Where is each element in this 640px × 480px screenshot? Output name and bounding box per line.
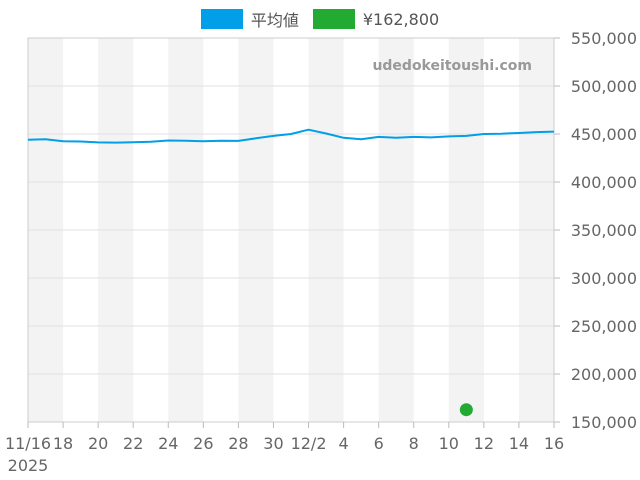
y-tick-label: 150,000 [571, 413, 637, 432]
data-point-average [271, 134, 275, 138]
y-tick-label: 500,000 [571, 77, 637, 96]
chart-series [26, 128, 556, 417]
legend-item-price[interactable]: ¥162,800 [312, 9, 440, 29]
x-tick-label: 20 [88, 434, 108, 453]
data-point-average [114, 141, 118, 145]
data-point-average [166, 139, 170, 143]
legend-swatch-average [200, 9, 243, 29]
y-axis-tick-labels: 150,000 200,000 250,000 300,000 350,000 400,0… [571, 29, 637, 432]
data-point-price [459, 403, 473, 417]
data-point-average [307, 128, 311, 132]
x-tick-label: 26 [193, 434, 213, 453]
y-tick-label: 200,000 [571, 365, 637, 384]
data-point-average [482, 132, 486, 136]
x-tick-label: 16 [544, 434, 564, 453]
x-tick-label: 11/16 [5, 434, 51, 453]
x-tick-label: 22 [123, 434, 143, 453]
data-point-average [324, 132, 328, 136]
legend-label-price: ¥162,800 [362, 9, 440, 29]
x-tick-label: 30 [263, 434, 283, 453]
data-point-average [377, 135, 381, 139]
data-point-average [359, 137, 363, 141]
data-point-average [79, 139, 83, 143]
data-point-average [201, 139, 205, 143]
watermark-text: udedokeitoushi.com [372, 58, 532, 74]
y-tick-label: 400,000 [571, 173, 637, 192]
x-tick-label: 18 [53, 434, 73, 453]
data-point-average [499, 132, 503, 136]
data-point-average [394, 136, 398, 140]
plot-frame [27, 37, 555, 423]
x-tick-sublabel: 2025 [8, 456, 49, 475]
data-point-average [254, 136, 258, 140]
data-point-average [96, 140, 100, 144]
data-point-average [289, 132, 293, 136]
data-point-average [464, 134, 468, 138]
legend-swatch-price [312, 9, 355, 29]
data-point-average [447, 134, 451, 138]
chart-legend: 平均値 ¥162,800 [0, 6, 640, 32]
x-tick-label: 8 [409, 434, 419, 453]
x-tick-label: 24 [158, 434, 178, 453]
data-point-average [429, 135, 433, 139]
data-point-average [236, 139, 240, 143]
x-tick-label: 6 [374, 434, 384, 453]
data-point-average [219, 139, 223, 143]
data-point-average [517, 131, 521, 135]
data-point-average [342, 136, 346, 140]
data-point-average [26, 138, 30, 142]
y-tick-label: 250,000 [571, 317, 637, 336]
y-tick-label: 550,000 [571, 29, 637, 48]
y-tick-label: 300,000 [571, 269, 637, 288]
x-tick-label: 12 [474, 434, 494, 453]
data-point-average [44, 137, 48, 141]
data-point-average [412, 135, 416, 139]
data-point-average [61, 139, 65, 143]
y-tick-label: 450,000 [571, 125, 637, 144]
x-tick-label: 12/2 [291, 434, 327, 453]
x-tick-label: 10 [439, 434, 459, 453]
legend-item-average[interactable]: 平均値 [200, 7, 299, 31]
data-point-average [149, 140, 153, 144]
x-tick-label: 28 [228, 434, 248, 453]
x-tick-label: 14 [509, 434, 529, 453]
x-tick-label: 4 [339, 434, 349, 453]
series-line-average [27, 128, 555, 144]
data-point-average [552, 130, 556, 134]
data-point-average [534, 130, 538, 134]
y-tick-label: 350,000 [571, 221, 637, 240]
legend-label-average: 平均値 [250, 11, 299, 30]
data-point-average [184, 139, 188, 143]
data-point-average [131, 140, 135, 144]
